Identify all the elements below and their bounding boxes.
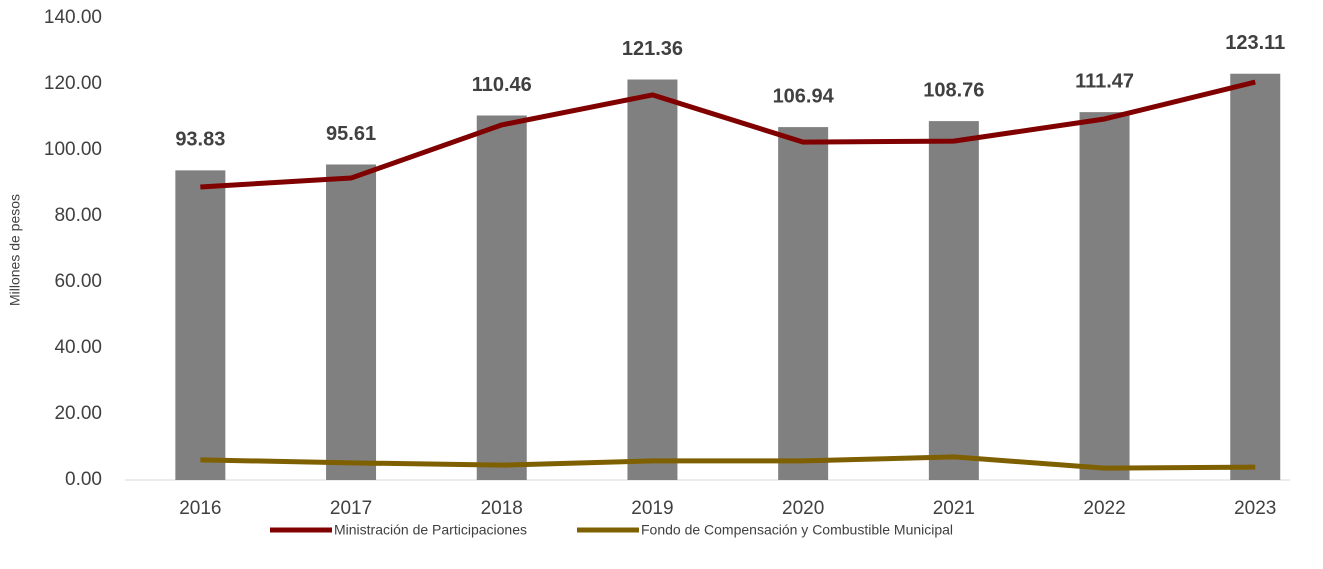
x-tick-label: 2021 — [933, 498, 975, 519]
y-tick-label: 0.00 — [65, 469, 102, 490]
data-label: 95.61 — [326, 123, 376, 145]
x-tick-label: 2020 — [782, 498, 824, 519]
data-label: 110.46 — [472, 74, 532, 96]
data-label: 121.36 — [622, 38, 683, 60]
data-label: 123.11 — [1225, 32, 1285, 54]
y-axis-label: Millones de pesos — [7, 194, 23, 306]
bar — [175, 170, 226, 480]
line — [200, 79, 1256, 190]
data-label: 93.83 — [175, 129, 225, 151]
bar — [326, 164, 377, 480]
y-tick-label: 100.00 — [44, 139, 102, 160]
x-tick-label: 2017 — [330, 498, 372, 519]
x-tick-label: 2022 — [1083, 498, 1125, 519]
y-tick-label: 60.00 — [54, 271, 102, 292]
y-tick-label: 40.00 — [54, 337, 102, 358]
bar — [1079, 112, 1130, 481]
legend-label: Fondo de Compensación y Combustible Muni… — [641, 522, 953, 538]
y-tick-label: 80.00 — [54, 205, 102, 226]
y-tick-label: 140.00 — [44, 7, 102, 28]
y-tick-label: 20.00 — [54, 403, 102, 424]
data-label: 108.76 — [923, 79, 984, 101]
bar — [476, 115, 527, 481]
line — [200, 454, 1256, 471]
bar — [778, 127, 829, 481]
x-tick-label: 2016 — [179, 498, 221, 519]
data-label: 111.47 — [1075, 70, 1134, 92]
bar — [1230, 73, 1281, 480]
data-label: 106.94 — [773, 85, 835, 107]
legend-label: Ministración de Participaciones — [334, 522, 527, 538]
y-tick-label: 120.00 — [44, 73, 102, 94]
x-tick-label: 2023 — [1234, 498, 1276, 519]
bar — [627, 79, 678, 481]
x-tick-label: 2019 — [631, 498, 673, 519]
bar — [928, 121, 979, 480]
x-tick-label: 2018 — [481, 498, 523, 519]
